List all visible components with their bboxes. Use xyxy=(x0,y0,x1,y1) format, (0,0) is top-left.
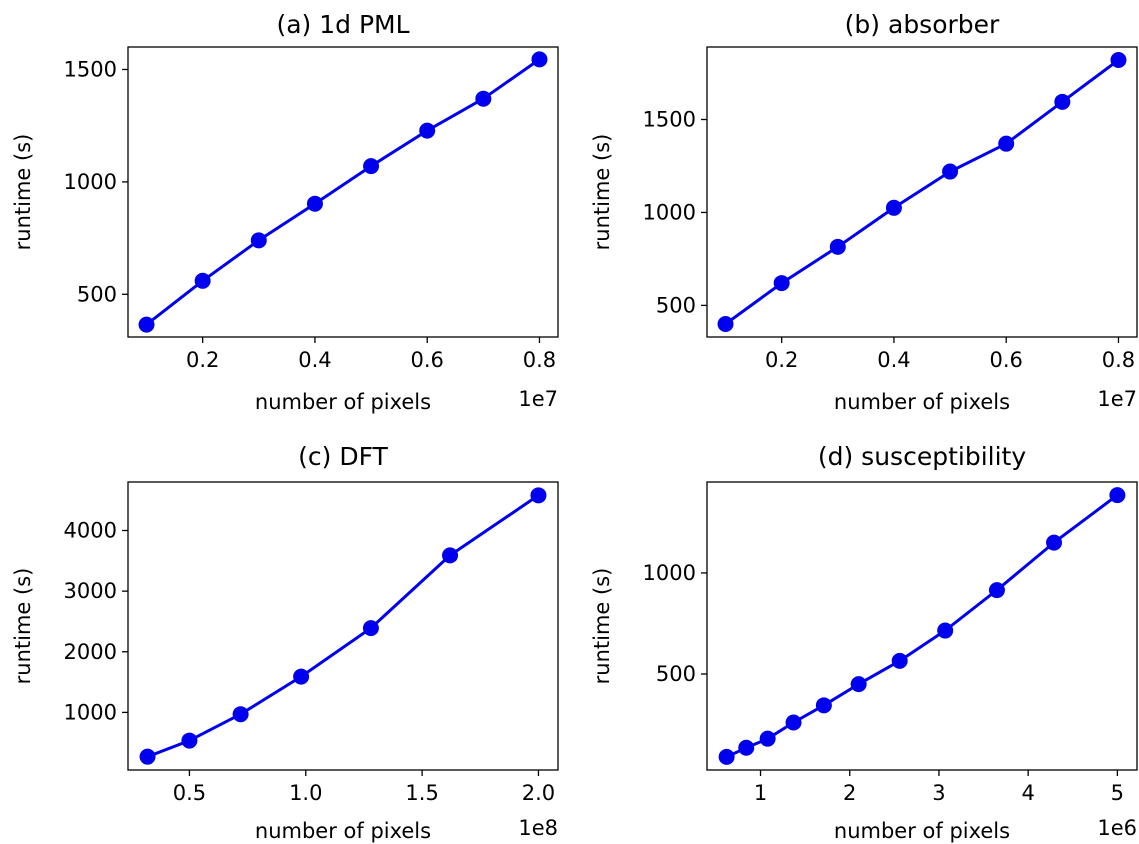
y-axis-label: runtime (s) xyxy=(590,568,614,685)
x-tick-label: 0.8 xyxy=(523,348,556,372)
x-tick-label: 0.4 xyxy=(877,348,910,372)
y-tick-label: 1000 xyxy=(64,170,117,194)
x-tick-label: 1.0 xyxy=(289,781,322,805)
data-layer: 1 2 3 4 5 500 1000 xyxy=(643,487,1126,805)
data-point xyxy=(815,697,832,714)
data-point xyxy=(988,582,1005,599)
x-tick-label: 2 xyxy=(843,781,856,805)
data-point xyxy=(250,232,267,249)
series-line xyxy=(146,494,540,759)
panel-a: (a) 1d PML 0.2 0.4 0.6 0.8 500 1000 1500 runti… xyxy=(11,10,559,414)
panel-d: (d) susceptibility 1 2 3 4 5 500 1000 runtime … xyxy=(590,442,1138,843)
data-point xyxy=(419,122,436,139)
data-point xyxy=(773,275,790,292)
y-axis-label: runtime (s) xyxy=(11,134,35,251)
data-point xyxy=(717,315,734,332)
x-offset-label: 1e8 xyxy=(518,816,558,840)
plot-frame xyxy=(127,481,559,771)
y-tick-label: 2000 xyxy=(64,640,117,664)
data-layer: 0.2 0.4 0.6 0.8 500 1000 1500 xyxy=(643,52,1135,372)
data-point xyxy=(1046,534,1063,551)
data-point xyxy=(891,652,908,669)
data-point xyxy=(475,90,492,107)
data-point xyxy=(232,706,249,723)
x-tick-label: 2.0 xyxy=(522,781,555,805)
x-tick-label: 0.5 xyxy=(173,781,206,805)
data-point xyxy=(442,547,459,564)
y-tick-label: 1500 xyxy=(643,108,696,132)
x-tick-label: 5 xyxy=(1111,781,1124,805)
data-point xyxy=(785,714,802,731)
x-axis-label: number of pixels xyxy=(834,390,1010,414)
x-axis-label: number of pixels xyxy=(255,390,431,414)
panel-title: (c) DFT xyxy=(298,442,388,471)
data-point xyxy=(138,316,155,333)
data-point xyxy=(759,730,776,747)
x-tick-label: 1.5 xyxy=(405,781,438,805)
data-point xyxy=(937,622,954,639)
x-offset-label: 1e7 xyxy=(518,387,558,411)
x-tick-label: 1 xyxy=(754,781,767,805)
data-layer: 0.2 0.4 0.6 0.8 500 1000 1500 xyxy=(64,51,556,372)
data-point xyxy=(850,676,867,693)
x-tick-label: 0.2 xyxy=(765,348,798,372)
data-point xyxy=(1110,52,1127,69)
y-tick-label: 1000 xyxy=(643,561,696,585)
y-axis-label: runtime (s) xyxy=(11,568,35,685)
data-point xyxy=(293,668,310,685)
data-point xyxy=(363,158,380,175)
data-point xyxy=(718,748,735,765)
x-offset-label: 1e6 xyxy=(1097,816,1137,840)
series-line xyxy=(725,493,1119,759)
series-line xyxy=(724,58,1120,326)
y-tick-label: 500 xyxy=(77,282,117,306)
data-point xyxy=(829,238,846,255)
data-point xyxy=(885,199,902,216)
y-tick-label: 1500 xyxy=(64,57,117,81)
x-tick-label: 0.8 xyxy=(1102,348,1135,372)
data-layer: 0.5 1.0 1.5 2.0 1000 2000 3000 4000 xyxy=(64,487,555,805)
y-tick-label: 3000 xyxy=(64,579,117,603)
data-point xyxy=(738,739,755,756)
data-point xyxy=(942,163,959,180)
panel-c: (c) DFT 0.5 1.0 1.5 2.0 1000 2000 3000 4000 run… xyxy=(11,442,559,843)
y-axis-label: runtime (s) xyxy=(590,134,614,251)
x-tick-label: 0.6 xyxy=(990,348,1023,372)
x-tick-label: 0.2 xyxy=(186,348,219,372)
data-point xyxy=(306,195,323,212)
y-tick-label: 500 xyxy=(656,662,696,686)
y-tick-label: 4000 xyxy=(64,519,117,543)
x-tick-label: 3 xyxy=(932,781,945,805)
data-point xyxy=(139,748,156,765)
x-axis-label: number of pixels xyxy=(255,819,431,843)
panel-title: (a) 1d PML xyxy=(276,10,409,39)
data-point xyxy=(362,620,379,637)
y-tick-label: 500 xyxy=(656,293,696,317)
plot-frame xyxy=(127,46,559,338)
data-point xyxy=(1109,487,1126,504)
panel-title: (d) susceptibility xyxy=(818,442,1026,471)
plot-frame xyxy=(706,46,1138,338)
x-tick-label: 4 xyxy=(1021,781,1034,805)
x-tick-label: 0.6 xyxy=(411,348,444,372)
x-tick-label: 0.4 xyxy=(298,348,331,372)
panel-b: (b) absorber 0.2 0.4 0.6 0.8 500 1000 1500 run… xyxy=(590,10,1138,414)
y-tick-label: 1000 xyxy=(64,700,117,724)
data-point xyxy=(181,732,198,749)
data-point xyxy=(531,51,548,68)
data-point xyxy=(998,135,1015,152)
plot-frame xyxy=(706,481,1138,771)
data-point xyxy=(1054,93,1071,110)
panel-title: (b) absorber xyxy=(845,10,1000,39)
data-point xyxy=(194,272,211,289)
series-line xyxy=(145,58,541,326)
x-offset-label: 1e7 xyxy=(1097,387,1137,411)
x-axis-label: number of pixels xyxy=(834,819,1010,843)
data-point xyxy=(530,487,547,504)
y-tick-label: 1000 xyxy=(643,200,696,224)
